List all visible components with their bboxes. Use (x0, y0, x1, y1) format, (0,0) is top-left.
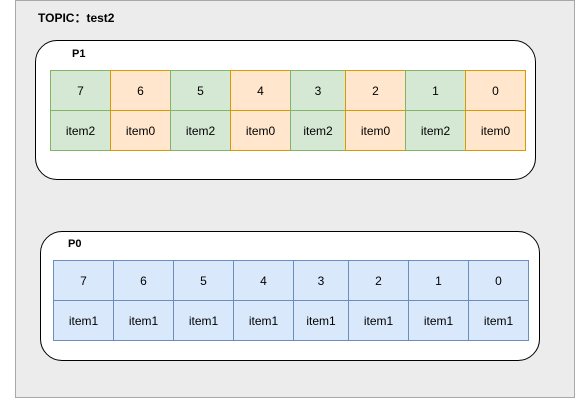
p0-offset-cell: 4 (233, 260, 294, 301)
p0-item-cell: item1 (173, 300, 234, 341)
p0-item-cell: item1 (233, 300, 294, 341)
p0-item-cell: item1 (113, 300, 174, 341)
partition-p1-item-row: item2 item0 item2 item0 item2 item0 item2 item0 (50, 110, 526, 151)
p1-offset-cell: 4 (230, 70, 291, 111)
p0-item-cell: item1 (53, 300, 114, 341)
partition-p0-item-row: item1 item1 item1 item1 item1 item1 item1 item1 (53, 300, 529, 341)
p0-offset-cell: 1 (408, 260, 469, 301)
partition-p0-title: P0 (68, 238, 82, 250)
p1-item-cell: item0 (345, 110, 406, 151)
p0-item-cell: item1 (293, 300, 349, 341)
p1-item-cell: item2 (405, 110, 466, 151)
p1-offset-cell: 5 (170, 70, 231, 111)
p0-offset-cell: 7 (53, 260, 114, 301)
p1-item-cell: item0 (230, 110, 291, 151)
p0-item-cell: item1 (348, 300, 409, 341)
p0-item-cell: item1 (468, 300, 529, 341)
p1-offset-cell: 0 (465, 70, 526, 111)
p1-offset-cell: 2 (345, 70, 406, 111)
p0-offset-cell: 0 (468, 260, 529, 301)
p0-offset-cell: 5 (173, 260, 234, 301)
p1-item-cell: item2 (50, 110, 111, 151)
partition-p1-title: P1 (72, 48, 86, 60)
p1-offset-cell: 3 (290, 70, 346, 111)
p0-offset-cell: 3 (293, 260, 349, 301)
p1-offset-cell: 6 (110, 70, 171, 111)
topic-label: TOPIC：test2 (38, 11, 115, 25)
p1-item-cell: item2 (290, 110, 346, 151)
p1-item-cell: item2 (170, 110, 231, 151)
p0-item-cell: item1 (408, 300, 469, 341)
p1-offset-cell: 1 (405, 70, 466, 111)
p1-item-cell: item0 (110, 110, 171, 151)
p0-offset-cell: 6 (113, 260, 174, 301)
p0-offset-cell: 2 (348, 260, 409, 301)
p1-item-cell: item0 (465, 110, 526, 151)
p1-offset-cell: 7 (50, 70, 111, 111)
